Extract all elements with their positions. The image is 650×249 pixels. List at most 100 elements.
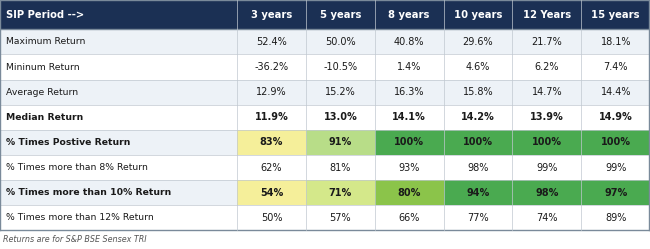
Text: -10.5%: -10.5% (323, 62, 358, 72)
Text: 94%: 94% (467, 188, 489, 198)
Text: Returns are for S&P BSE Sensex TRI: Returns are for S&P BSE Sensex TRI (3, 235, 147, 244)
Bar (512, 155, 581, 180)
Text: 21.7%: 21.7% (532, 37, 562, 47)
Bar (0, 0, 237, 29)
Bar (0, 55, 237, 80)
Bar (375, 130, 443, 155)
Text: 14.4%: 14.4% (601, 87, 631, 97)
Bar (443, 180, 512, 205)
Bar (375, 105, 443, 130)
Text: 81%: 81% (330, 163, 351, 173)
Text: 57%: 57% (330, 213, 351, 223)
Bar (237, 55, 306, 80)
Bar (0, 29, 237, 55)
Text: 1.4%: 1.4% (397, 62, 421, 72)
Text: 89%: 89% (605, 213, 627, 223)
Text: 18.1%: 18.1% (601, 37, 631, 47)
Text: 12.9%: 12.9% (256, 87, 287, 97)
Bar (581, 180, 650, 205)
Text: 93%: 93% (398, 163, 420, 173)
Text: 50.0%: 50.0% (325, 37, 356, 47)
Text: 3 years: 3 years (251, 10, 292, 20)
Text: 15.8%: 15.8% (463, 87, 493, 97)
Text: 10 years: 10 years (454, 10, 502, 20)
Bar (306, 29, 375, 55)
Bar (443, 0, 512, 29)
Bar (306, 55, 375, 80)
Text: 62%: 62% (261, 163, 282, 173)
Bar (375, 180, 443, 205)
Bar (375, 155, 443, 180)
Text: 4.6%: 4.6% (466, 62, 490, 72)
Bar (581, 130, 650, 155)
Text: 80%: 80% (398, 188, 421, 198)
Bar (0, 155, 237, 180)
Bar (443, 130, 512, 155)
Bar (237, 130, 306, 155)
Text: Maximum Return: Maximum Return (6, 37, 85, 47)
Text: SIP Period -->: SIP Period --> (6, 10, 84, 20)
Text: 14.1%: 14.1% (393, 112, 426, 122)
Text: 7.4%: 7.4% (603, 62, 628, 72)
Text: 99%: 99% (605, 163, 627, 173)
Text: 29.6%: 29.6% (463, 37, 493, 47)
Bar (581, 80, 650, 105)
Text: 77%: 77% (467, 213, 489, 223)
Text: 71%: 71% (329, 188, 352, 198)
Text: 54%: 54% (260, 188, 283, 198)
Text: Mininum Return: Mininum Return (6, 62, 79, 71)
Bar (443, 80, 512, 105)
Text: 98%: 98% (535, 188, 558, 198)
Text: 83%: 83% (260, 137, 283, 147)
Text: % Times more than 12% Return: % Times more than 12% Return (6, 213, 153, 222)
Bar (375, 55, 443, 80)
Bar (237, 0, 306, 29)
Text: % Times Postive Return: % Times Postive Return (6, 138, 130, 147)
Text: 14.2%: 14.2% (461, 112, 495, 122)
Bar (237, 180, 306, 205)
Bar (443, 55, 512, 80)
Bar (581, 29, 650, 55)
Bar (306, 130, 375, 155)
Bar (581, 205, 650, 230)
Bar (443, 29, 512, 55)
Bar (512, 29, 581, 55)
Bar (512, 205, 581, 230)
Text: 74%: 74% (536, 213, 558, 223)
Bar (237, 205, 306, 230)
Bar (0, 105, 237, 130)
Text: 50%: 50% (261, 213, 282, 223)
Text: 97%: 97% (604, 188, 627, 198)
Text: 98%: 98% (467, 163, 489, 173)
Bar (0, 80, 237, 105)
Bar (306, 0, 375, 29)
Bar (512, 55, 581, 80)
Bar (512, 105, 581, 130)
Text: 100%: 100% (532, 137, 562, 147)
Text: 40.8%: 40.8% (394, 37, 424, 47)
Text: -36.2%: -36.2% (254, 62, 289, 72)
Text: % Times more than 10% Return: % Times more than 10% Return (6, 188, 171, 197)
Bar (375, 0, 443, 29)
Bar (237, 80, 306, 105)
Text: Median Return: Median Return (6, 113, 83, 122)
Bar (443, 205, 512, 230)
Bar (581, 55, 650, 80)
Bar (512, 180, 581, 205)
Bar (581, 0, 650, 29)
Text: 6.2%: 6.2% (535, 62, 559, 72)
Text: 8 years: 8 years (389, 10, 430, 20)
Text: Average Return: Average Return (6, 88, 78, 97)
Text: 91%: 91% (329, 137, 352, 147)
Text: 66%: 66% (398, 213, 420, 223)
Bar (375, 80, 443, 105)
Bar (0, 180, 237, 205)
Text: 11.9%: 11.9% (255, 112, 289, 122)
Text: 5 years: 5 years (320, 10, 361, 20)
Text: 15 years: 15 years (592, 10, 640, 20)
Text: 99%: 99% (536, 163, 558, 173)
Text: 13.0%: 13.0% (324, 112, 358, 122)
Text: 12 Years: 12 Years (523, 10, 571, 20)
Text: 14.9%: 14.9% (599, 112, 632, 122)
Bar (512, 0, 581, 29)
